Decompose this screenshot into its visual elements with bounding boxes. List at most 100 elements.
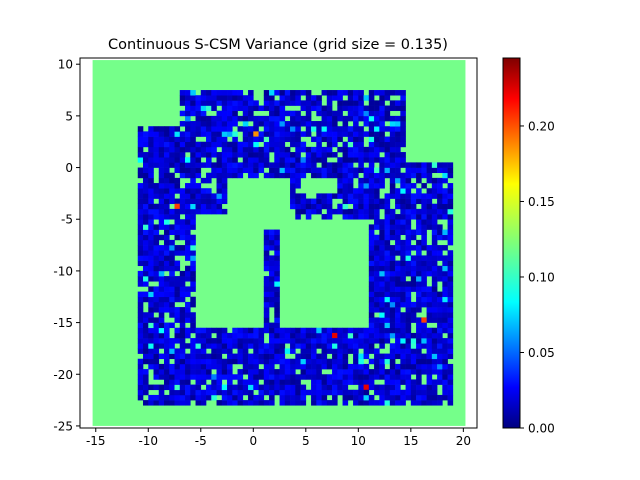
heatmap-cell: [389, 394, 396, 401]
heatmap-cell: [400, 172, 406, 179]
heatmap-cell: [368, 214, 375, 220]
heatmap-cell: [368, 188, 375, 194]
heatmap-cell: [421, 322, 427, 329]
heatmap-cell: [279, 162, 286, 168]
heatmap-cell: [353, 214, 359, 220]
heatmap-cell: [206, 152, 212, 158]
heatmap-cell: [431, 239, 438, 246]
heatmap-cell: [342, 157, 349, 163]
heatmap-cell: [374, 348, 380, 354]
heatmap-cell: [274, 239, 280, 246]
heatmap-cell: [174, 332, 181, 339]
heatmap-cell: [416, 167, 422, 174]
heatmap-cell: [326, 100, 333, 106]
heatmap-cell: [263, 348, 270, 354]
heatmap-cell: [321, 389, 328, 396]
heatmap-cell: [227, 332, 233, 339]
heatmap-cell: [137, 193, 144, 199]
heatmap-cell: [190, 239, 196, 246]
heatmap-cell: [242, 327, 249, 334]
heatmap-cell: [274, 167, 280, 174]
heatmap-cell: [311, 208, 317, 215]
heatmap-cell: [447, 234, 454, 241]
heatmap-cell: [164, 255, 170, 261]
heatmap-cell: [426, 379, 433, 385]
heatmap-cell: [190, 208, 196, 215]
heatmap-cell: [358, 177, 364, 184]
heatmap-cell: [442, 193, 448, 199]
heatmap-cell: [169, 250, 175, 256]
heatmap-cell: [274, 286, 280, 292]
heatmap-cell: [332, 95, 338, 101]
heatmap-cell: [227, 110, 233, 117]
heatmap-cell: [248, 172, 254, 179]
heatmap-cell: [400, 291, 406, 298]
heatmap-cell: [185, 188, 191, 194]
heatmap-cell: [274, 281, 280, 287]
heatmap-cell: [305, 363, 312, 370]
heatmap-cell: [337, 157, 343, 163]
heatmap-cell: [379, 239, 385, 246]
heatmap-cell: [242, 136, 249, 143]
heatmap-cell: [179, 296, 186, 303]
heatmap-cell: [242, 389, 249, 396]
heatmap-cell: [279, 374, 286, 380]
heatmap-cell: [363, 214, 370, 220]
heatmap-cell: [295, 327, 301, 334]
heatmap-cell: [300, 146, 307, 153]
heatmap-cell: [416, 394, 422, 401]
heatmap-cell: [200, 389, 207, 396]
heatmap-cell: [185, 245, 191, 251]
heatmap-cell: [421, 183, 427, 189]
heatmap-cell: [216, 193, 223, 199]
heatmap-cell: [442, 374, 448, 380]
heatmap-cell: [342, 389, 349, 396]
heatmap-cell: [300, 394, 307, 401]
heatmap-cell: [384, 208, 391, 215]
heatmap-cell: [353, 343, 359, 349]
heatmap-cell: [195, 203, 202, 210]
heatmap-cell: [400, 141, 406, 148]
heatmap-cell: [137, 188, 144, 194]
heatmap-cell: [332, 110, 338, 117]
heatmap-cell: [421, 260, 427, 267]
heatmap-cell: [368, 224, 375, 230]
heatmap-cell: [342, 152, 349, 158]
heatmap-cell: [447, 389, 454, 396]
heatmap-cell: [389, 374, 396, 380]
heatmap-cell: [321, 126, 328, 132]
heatmap-cell: [400, 136, 406, 143]
heatmap-cell: [374, 136, 380, 143]
heatmap-cell: [442, 270, 448, 277]
heatmap-cell: [368, 131, 375, 137]
heatmap-cell: [426, 389, 433, 396]
heatmap-cell: [263, 234, 270, 241]
heatmap-cell: [185, 90, 191, 96]
heatmap-cell: [148, 152, 154, 158]
heatmap-cell: [347, 146, 354, 153]
heatmap-cell: [174, 384, 181, 391]
heatmap-cell: [269, 167, 275, 174]
heatmap-cell: [353, 379, 359, 385]
heatmap-cell: [442, 322, 448, 329]
heatmap-cell: [295, 183, 301, 189]
heatmap-cell: [321, 146, 328, 153]
heatmap-cell: [374, 296, 380, 303]
heatmap-cell: [416, 208, 422, 215]
heatmap-cell: [447, 343, 454, 349]
heatmap-cell: [148, 208, 154, 215]
heatmap-cell: [190, 146, 196, 153]
heatmap-cell: [237, 167, 244, 174]
heatmap-cell: [421, 167, 427, 174]
heatmap-cell: [153, 255, 160, 261]
heatmap-cell: [437, 400, 443, 406]
heatmap-cell: [143, 389, 149, 396]
heatmap-cell: [216, 338, 223, 344]
heatmap-cell: [405, 394, 412, 401]
heatmap-cell: [179, 348, 186, 354]
heatmap-cell: [442, 214, 448, 220]
heatmap-cell: [274, 115, 280, 122]
heatmap-cell: [179, 188, 186, 194]
heatmap-cell: [190, 322, 196, 329]
heatmap-cell: [179, 281, 186, 287]
